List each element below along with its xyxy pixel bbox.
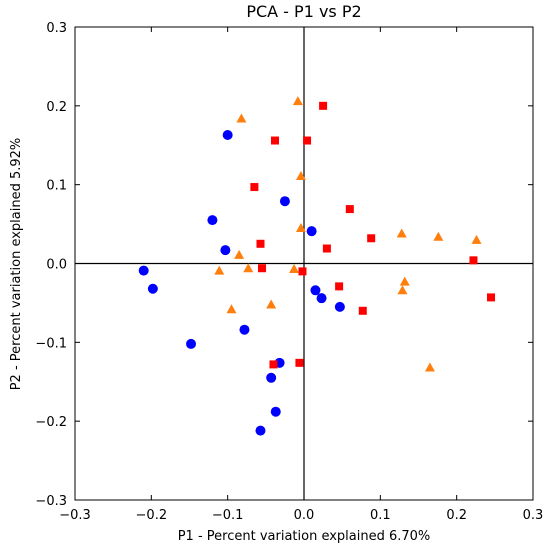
data-point-square <box>295 358 304 367</box>
data-point-triangle <box>397 285 408 295</box>
data-point-triangle <box>234 249 245 259</box>
plot-area <box>74 26 534 501</box>
x-tick-label: −0.2 <box>136 508 168 523</box>
x-tick-label: 0.1 <box>370 508 391 523</box>
data-point-triangle <box>471 234 482 244</box>
y-tick-label: −0.1 <box>35 336 67 351</box>
data-point-triangle <box>295 170 306 180</box>
data-point-square <box>487 293 496 302</box>
data-point-square <box>469 256 478 265</box>
data-point-triangle <box>289 264 300 274</box>
x-tick-label: −0.1 <box>212 508 244 523</box>
data-point-circle <box>220 245 231 256</box>
data-point-square <box>298 267 307 276</box>
data-point-circle <box>207 215 218 226</box>
y-tick-label: 0.3 <box>46 21 67 36</box>
data-point-circle <box>222 130 233 141</box>
data-point-circle <box>255 425 266 436</box>
data-points <box>138 96 496 436</box>
data-point-square <box>250 183 259 192</box>
x-tick-label: 0.0 <box>294 508 315 523</box>
data-point-circle <box>316 293 327 304</box>
data-point-circle <box>310 285 321 296</box>
data-point-circle <box>186 338 197 349</box>
x-axis-label: P1 - Percent variation explained 6.70% <box>178 529 431 544</box>
y-tick-label: −0.2 <box>35 415 67 430</box>
y-tick-label: 0.1 <box>46 179 67 194</box>
data-point-square <box>319 101 328 110</box>
data-point-square <box>322 244 331 253</box>
data-point-circle <box>306 226 317 237</box>
data-point-triangle <box>236 113 247 123</box>
data-point-triangle <box>424 362 435 372</box>
data-point-triangle <box>266 299 277 309</box>
y-tick-label: −0.3 <box>35 494 67 509</box>
data-point-triangle <box>396 228 407 238</box>
data-point-square <box>258 264 267 273</box>
chart-title: PCA - P1 vs P2 <box>246 2 361 21</box>
x-tick-label: 0.3 <box>523 508 544 523</box>
data-point-circle <box>279 196 290 207</box>
data-point-circle <box>334 301 345 312</box>
x-tick-label: 0.2 <box>446 508 467 523</box>
data-point-triangle <box>399 276 410 286</box>
data-point-triangle <box>292 96 303 106</box>
data-point-triangle <box>295 223 306 233</box>
data-point-circle <box>147 283 158 294</box>
data-point-circle <box>138 265 149 276</box>
data-point-square <box>345 205 354 214</box>
data-point-square <box>335 282 344 291</box>
y-axis-label: P2 - Percent variation explained 5.92% <box>9 138 24 391</box>
data-point-square <box>303 136 312 145</box>
y-tick-label: 0.2 <box>46 100 67 115</box>
data-point-circle <box>266 372 277 383</box>
y-tick-label: 0.0 <box>46 258 67 273</box>
data-point-square <box>269 360 278 369</box>
data-point-circle <box>239 324 250 335</box>
data-point-square <box>256 239 265 248</box>
x-tick-label: −0.3 <box>59 508 91 523</box>
data-point-circle <box>270 406 281 417</box>
data-point-triangle <box>243 263 254 273</box>
data-point-square <box>367 234 376 243</box>
data-point-square <box>270 136 279 145</box>
data-point-triangle <box>226 304 237 314</box>
axis-ticks: −0.3 −0.2 −0.1 0.0 0.1 0.2 0.3 −0.3 −0.2 −0.1 0.0 0… <box>35 21 543 523</box>
data-point-square <box>358 306 367 315</box>
data-point-triangle <box>214 265 225 275</box>
data-point-triangle <box>433 231 444 241</box>
